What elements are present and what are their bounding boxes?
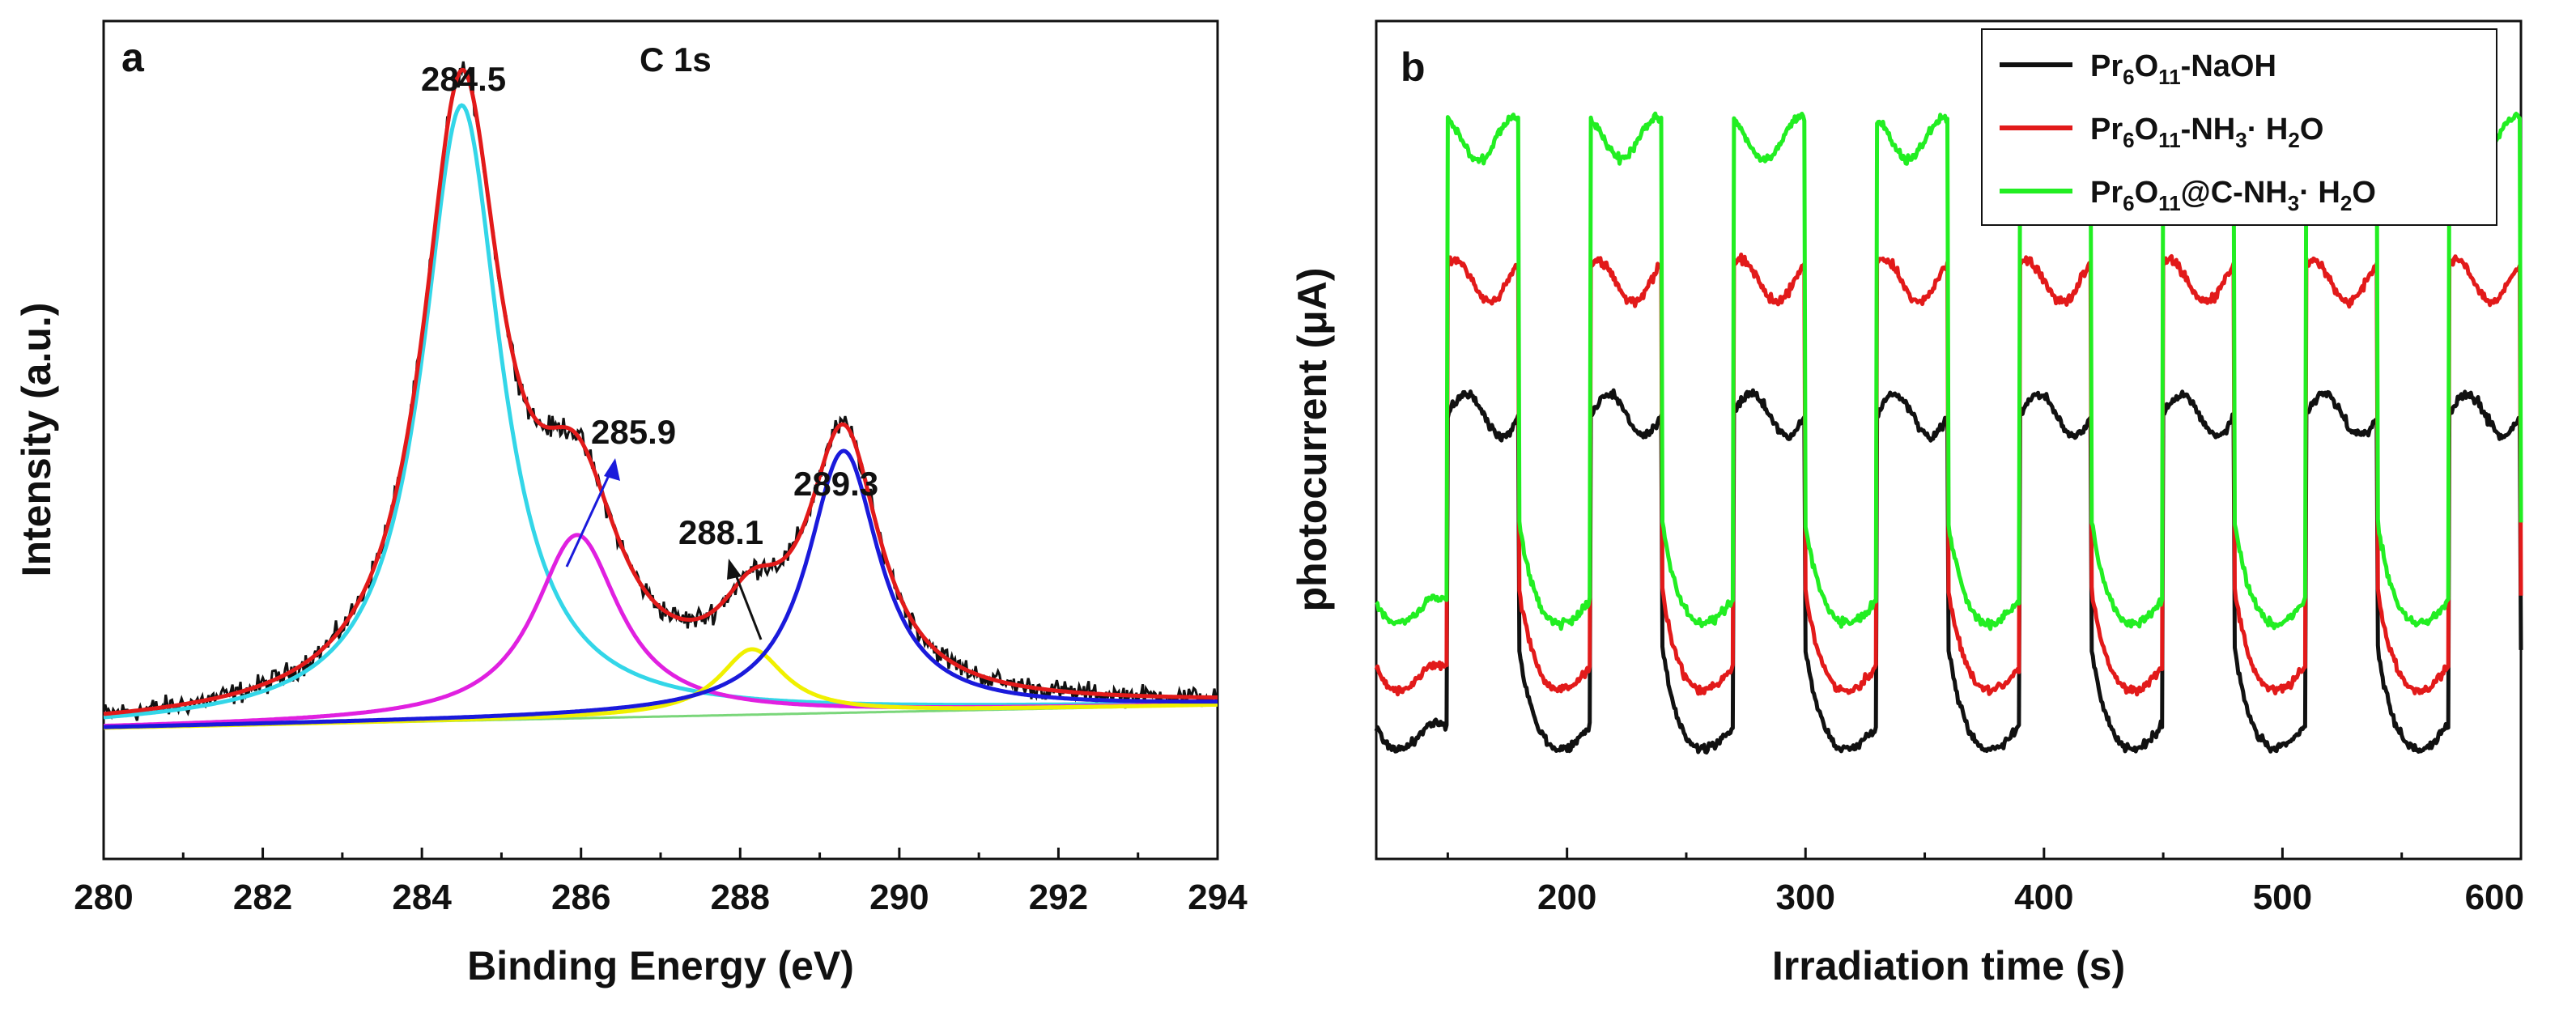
peak-label-289-3: 289.3 bbox=[793, 465, 878, 503]
legend-entry-naoh: Pr6O11-NaOH bbox=[2090, 49, 2276, 89]
raw-spectrum-line bbox=[102, 61, 1218, 721]
panel-b-tick-label-300: 300 bbox=[1776, 878, 1835, 917]
panel-a-tick-label-284: 284 bbox=[392, 878, 452, 917]
panel-b-tick-label-600: 600 bbox=[2465, 878, 2524, 917]
fit-envelope-line bbox=[103, 67, 1218, 716]
panel-a-tick-label-282: 282 bbox=[233, 878, 292, 917]
peak-label-288-1: 288.1 bbox=[678, 513, 763, 551]
arrow-288-1 bbox=[727, 559, 763, 640]
panel-a-x-label: Binding Energy (eV) bbox=[467, 943, 854, 988]
peak-label-285-9: 285.9 bbox=[591, 413, 676, 451]
panel-b: 200 300 400 500 600 b Irradiation time (s) p… bbox=[1290, 19, 2524, 988]
panel-a-y-label: Intensity (a.u.) bbox=[14, 303, 59, 577]
legend-entry-nh3: Pr6O11-NH3· H2O bbox=[2090, 113, 2323, 152]
fit-component-289-3 bbox=[103, 448, 1218, 729]
panel-b-tick-label-400: 400 bbox=[2014, 878, 2073, 917]
panel-a-tick-label-292: 292 bbox=[1029, 878, 1088, 917]
fit-component-c-c-284-5- bbox=[103, 103, 1218, 720]
panel-a-curves bbox=[102, 61, 1218, 730]
photocurrent-series-0 bbox=[1374, 388, 2523, 755]
panel-a-tick-label-290: 290 bbox=[869, 878, 929, 917]
panel-a-title: C 1s bbox=[640, 40, 712, 79]
panel-a: 280 282 284 286 288 290 292 294 a C 1s 284.5 28… bbox=[14, 19, 1248, 988]
panel-b-x-ticks: 200 300 400 500 600 bbox=[1446, 848, 2524, 917]
panel-a-tick-label-288: 288 bbox=[711, 878, 770, 917]
panel-a-letter: a bbox=[121, 35, 145, 80]
panel-b-x-label: Irradiation time (s) bbox=[1772, 943, 2125, 988]
panel-a-tick-label-280: 280 bbox=[74, 878, 133, 917]
arrow-285-9 bbox=[565, 458, 620, 568]
peak-label-284-5: 284.5 bbox=[421, 60, 506, 98]
panel-a-tick-label-286: 286 bbox=[551, 878, 610, 917]
panel-a-tick-label-294: 294 bbox=[1188, 878, 1248, 917]
panel-b-letter: b bbox=[1401, 45, 1426, 90]
panel-b-tick-label-200: 200 bbox=[1537, 878, 1596, 917]
panel-b-y-label: photocurrent (μA) bbox=[1290, 268, 1335, 612]
legend-entry-c-nh3: Pr6O11@C-NH3· H2O bbox=[2090, 176, 2376, 215]
panel-a-x-ticks: 280 282 284 286 288 290 292 294 bbox=[74, 848, 1248, 917]
panel-b-legend: Pr6O11-NaOH Pr6O11-NH3· H2O Pr6O11@C-NH3… bbox=[1981, 28, 2497, 226]
photocurrent-series-1 bbox=[1374, 253, 2523, 697]
panel-b-tick-label-500: 500 bbox=[2253, 878, 2312, 917]
